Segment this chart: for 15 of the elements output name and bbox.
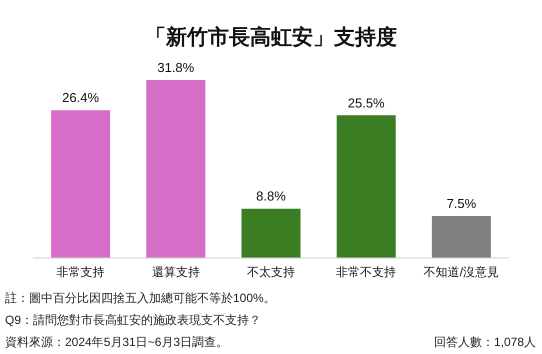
data-label: 31.8% xyxy=(157,60,195,75)
x-tick-label: 非常支持 xyxy=(56,265,105,279)
data-label: 8.8% xyxy=(256,188,286,204)
x-tick-label: 還算支持 xyxy=(152,265,200,279)
data-label: 25.5% xyxy=(348,95,386,110)
annotation: 註：圖中百分比因四捨五入加總可能不等於100%。 xyxy=(5,291,276,305)
x-tick-label: 不太支持 xyxy=(247,265,295,279)
x-tick-label: 不知道/沒意見 xyxy=(424,265,500,279)
x-tick-label: 非常不支持 xyxy=(336,265,396,279)
annotation: 回答人數：1,078人 xyxy=(434,335,536,349)
data-label: 7.5% xyxy=(446,196,477,212)
annotation: 資料來源：2024年5月31日~6月3日調查。 xyxy=(5,335,228,349)
data-label: 26.4% xyxy=(62,90,100,106)
annotation: Q9：請問您對市長高虹安的施政表現支不支持？ xyxy=(5,313,262,327)
title: 「新竹市長高虹安」支持度 xyxy=(145,26,397,49)
